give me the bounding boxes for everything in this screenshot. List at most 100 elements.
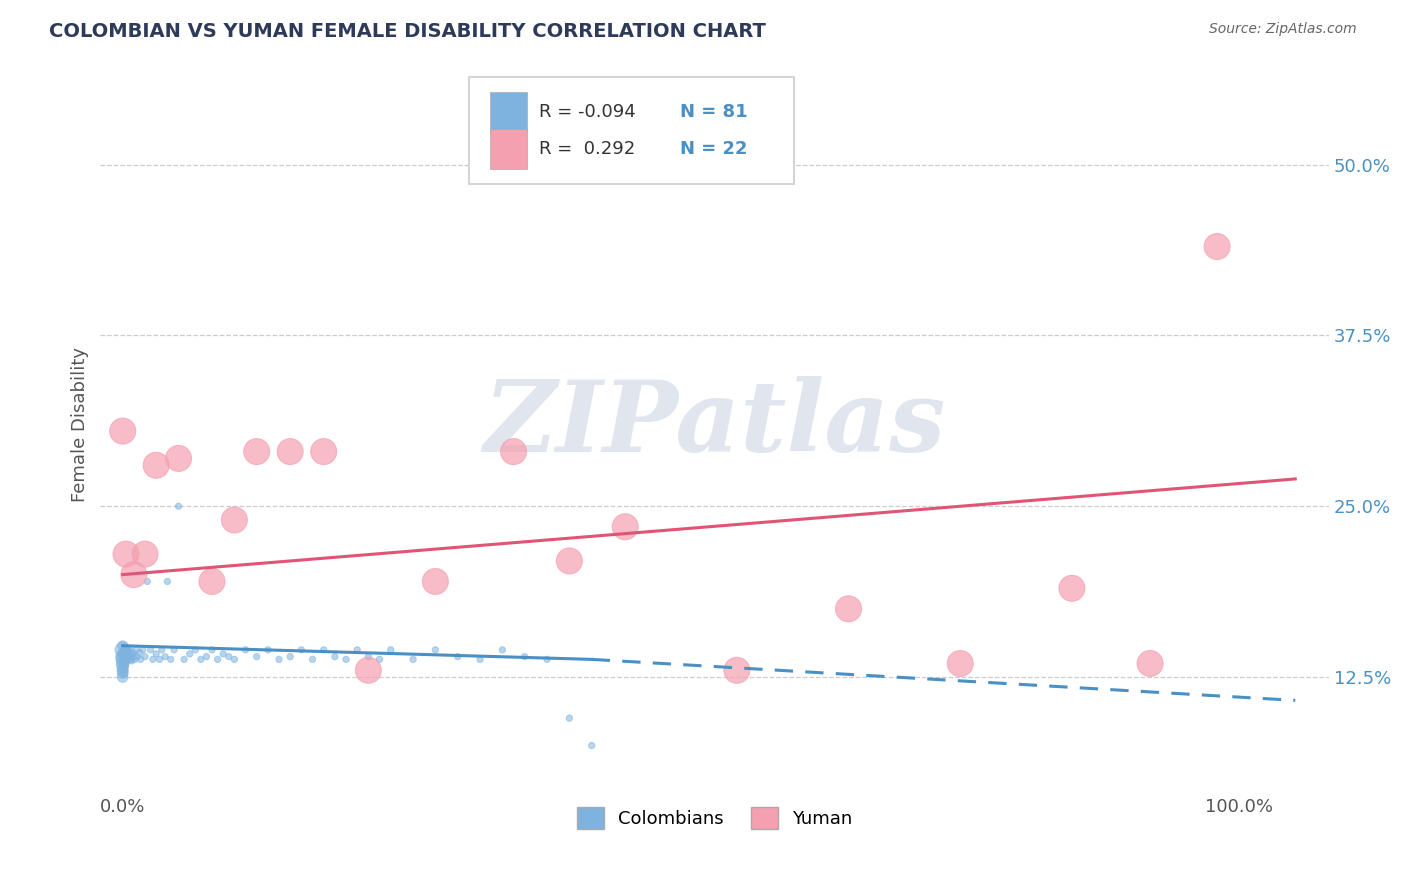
Point bbox=[173, 652, 195, 666]
Point bbox=[335, 652, 357, 666]
Point bbox=[128, 646, 150, 660]
Point bbox=[112, 666, 135, 681]
Point bbox=[614, 520, 637, 534]
Point bbox=[312, 642, 335, 657]
Point bbox=[725, 663, 748, 677]
Point bbox=[949, 657, 972, 671]
Point bbox=[111, 652, 134, 666]
Point bbox=[201, 574, 224, 589]
Point bbox=[111, 663, 134, 677]
Point bbox=[558, 711, 581, 725]
Point bbox=[156, 574, 179, 589]
Point bbox=[112, 652, 135, 666]
Point bbox=[127, 649, 149, 664]
Point bbox=[125, 642, 148, 657]
Point bbox=[115, 649, 138, 664]
Point bbox=[224, 513, 246, 527]
Point bbox=[380, 642, 402, 657]
Point bbox=[122, 567, 145, 582]
Point bbox=[111, 659, 134, 673]
FancyBboxPatch shape bbox=[468, 78, 794, 185]
Point bbox=[425, 642, 447, 657]
Point bbox=[212, 647, 235, 661]
Point bbox=[190, 652, 212, 666]
Point bbox=[153, 649, 176, 664]
Point bbox=[111, 666, 134, 681]
Point bbox=[150, 642, 173, 657]
Point bbox=[357, 663, 380, 677]
Point bbox=[111, 657, 134, 671]
Point bbox=[246, 649, 269, 664]
Point bbox=[145, 647, 167, 661]
Point bbox=[179, 647, 201, 661]
Text: COLOMBIAN VS YUMAN FEMALE DISABILITY CORRELATION CHART: COLOMBIAN VS YUMAN FEMALE DISABILITY COR… bbox=[49, 22, 766, 41]
Point bbox=[257, 642, 280, 657]
Point bbox=[312, 444, 335, 458]
Point bbox=[267, 652, 290, 666]
Point bbox=[134, 649, 156, 664]
Point bbox=[111, 649, 134, 664]
Point bbox=[558, 554, 581, 568]
Point bbox=[838, 602, 860, 616]
Point bbox=[163, 642, 186, 657]
Y-axis label: Female Disability: Female Disability bbox=[72, 347, 89, 501]
Point bbox=[122, 649, 145, 664]
Point bbox=[114, 657, 136, 671]
Point bbox=[129, 652, 152, 666]
Point bbox=[114, 642, 136, 657]
Point bbox=[145, 458, 167, 473]
Point bbox=[112, 646, 135, 660]
Point bbox=[136, 574, 159, 589]
Point bbox=[1206, 239, 1229, 253]
Text: ZIPatlas: ZIPatlas bbox=[484, 376, 946, 473]
Point bbox=[278, 649, 301, 664]
Text: N = 81: N = 81 bbox=[681, 103, 748, 121]
Point bbox=[536, 652, 558, 666]
Point bbox=[118, 642, 141, 657]
Point bbox=[447, 649, 470, 664]
Point bbox=[148, 652, 170, 666]
Point bbox=[1060, 582, 1083, 596]
Point bbox=[425, 574, 447, 589]
Point bbox=[301, 652, 323, 666]
Text: N = 22: N = 22 bbox=[681, 140, 748, 158]
Point bbox=[134, 547, 156, 561]
Point bbox=[278, 444, 301, 458]
Text: R = -0.094: R = -0.094 bbox=[538, 103, 636, 121]
Point bbox=[167, 500, 190, 514]
Legend: Colombians, Yuman: Colombians, Yuman bbox=[569, 799, 860, 836]
Point bbox=[1139, 657, 1161, 671]
Point bbox=[184, 642, 207, 657]
Point bbox=[246, 444, 269, 458]
Point bbox=[120, 652, 142, 666]
Point bbox=[111, 670, 134, 684]
Point bbox=[115, 642, 138, 657]
Point bbox=[513, 649, 536, 664]
Point bbox=[115, 547, 138, 561]
Point bbox=[115, 654, 138, 668]
Point bbox=[357, 649, 380, 664]
Point bbox=[121, 654, 143, 668]
Point bbox=[368, 652, 391, 666]
Point bbox=[112, 659, 135, 673]
Point bbox=[142, 652, 165, 666]
Point bbox=[117, 646, 139, 660]
Point bbox=[118, 649, 141, 664]
Point bbox=[290, 642, 312, 657]
Point bbox=[207, 652, 229, 666]
Point bbox=[201, 642, 224, 657]
FancyBboxPatch shape bbox=[489, 92, 527, 132]
Point bbox=[121, 646, 143, 660]
Point bbox=[235, 642, 257, 657]
Point bbox=[121, 647, 143, 661]
Point bbox=[115, 647, 138, 661]
Point bbox=[195, 649, 218, 664]
Point bbox=[502, 444, 524, 458]
Point bbox=[468, 652, 491, 666]
Point bbox=[159, 652, 181, 666]
Point bbox=[132, 642, 155, 657]
Point bbox=[167, 451, 190, 466]
Point bbox=[111, 424, 134, 438]
Point bbox=[111, 642, 134, 657]
Point bbox=[139, 642, 162, 657]
